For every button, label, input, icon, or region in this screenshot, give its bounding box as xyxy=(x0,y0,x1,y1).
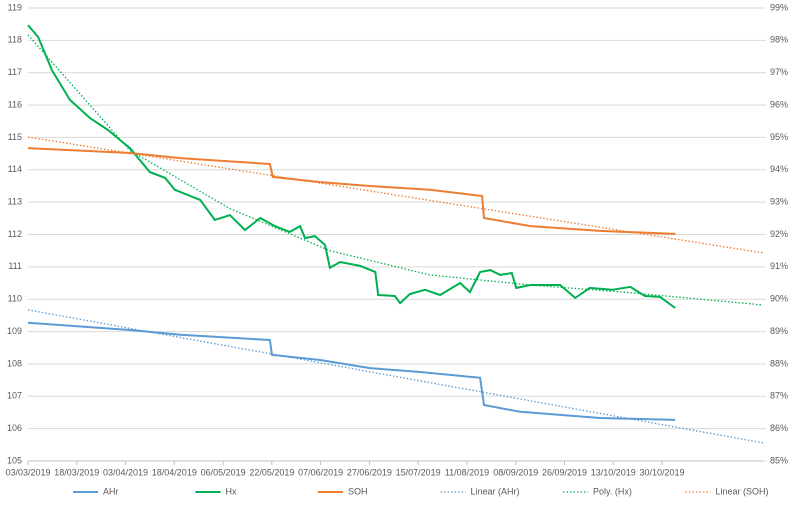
y2-tick-label: 91% xyxy=(770,261,788,271)
y-tick-label: 113 xyxy=(8,197,22,207)
y-tick-label: 111 xyxy=(8,261,22,271)
y2-tick-label: 99% xyxy=(770,2,788,12)
y2-tick-label: 94% xyxy=(770,164,788,174)
y2-tick-label: 93% xyxy=(770,197,788,207)
x-tick-label: 08/09/2019 xyxy=(493,467,538,477)
y2-tick-label: 96% xyxy=(770,99,788,109)
y2-tick-label: 88% xyxy=(770,358,788,368)
x-tick-label: 18/03/2019 xyxy=(54,467,99,477)
y-tick-label: 116 xyxy=(8,99,22,109)
x-tick-label: 30/10/2019 xyxy=(640,467,685,477)
y2-tick-label: 86% xyxy=(770,423,788,433)
trend-line xyxy=(27,309,764,444)
y2-tick-label: 90% xyxy=(770,294,788,304)
y-tick-label: 119 xyxy=(8,2,22,12)
y2-tick-label: 89% xyxy=(770,326,788,336)
legend-label: SOH xyxy=(348,486,368,496)
trend-line xyxy=(27,136,764,254)
y2-tick-label: 97% xyxy=(770,67,788,77)
x-tick-label: 07/06/2019 xyxy=(298,467,343,477)
y2-tick-label: 87% xyxy=(770,391,788,401)
x-tick-label: 11/08/2019 xyxy=(445,467,489,477)
x-tick-label: 06/05/2019 xyxy=(201,467,246,477)
x-tick-label: 18/04/2019 xyxy=(152,467,197,477)
y-tick-label: 117 xyxy=(8,67,22,77)
x-tick-label: 15/07/2019 xyxy=(396,467,441,477)
y-tick-label: 114 xyxy=(8,164,22,174)
y-tick-label: 108 xyxy=(7,358,22,368)
y-tick-label: 107 xyxy=(7,391,22,401)
x-tick-label: 26/09/2019 xyxy=(542,467,587,477)
y2-tick-label: 92% xyxy=(770,229,788,239)
x-tick-label: 03/03/2019 xyxy=(5,467,50,477)
x-tick-label: 22/05/2019 xyxy=(249,467,294,477)
legend-label: AHr xyxy=(103,486,119,496)
y-tick-label: 112 xyxy=(8,229,22,239)
series-line xyxy=(27,147,676,235)
trend-line xyxy=(27,34,764,306)
legend-label: Linear (SOH) xyxy=(716,486,769,496)
y-tick-label: 110 xyxy=(8,294,22,304)
y-tick-label: 115 xyxy=(8,132,22,142)
legend-label: Poly. (Hx) xyxy=(593,486,632,496)
y2-tick-label: 85% xyxy=(770,455,788,465)
x-tick-label: 03/04/2019 xyxy=(103,467,148,477)
y-tick-label: 118 xyxy=(8,35,22,45)
y2-tick-label: 98% xyxy=(770,35,788,45)
legend-label: Linear (AHr) xyxy=(471,486,520,496)
series-line xyxy=(27,321,676,421)
y-tick-label: 105 xyxy=(7,455,22,465)
legend-label: Hx xyxy=(226,486,237,496)
x-tick-label: 27/06/2019 xyxy=(347,467,392,477)
y-tick-label: 109 xyxy=(7,326,22,336)
x-tick-label: 13/10/2019 xyxy=(591,467,636,477)
y-tick-label: 106 xyxy=(7,423,22,433)
y2-tick-label: 95% xyxy=(770,132,788,142)
series-line xyxy=(27,24,676,309)
